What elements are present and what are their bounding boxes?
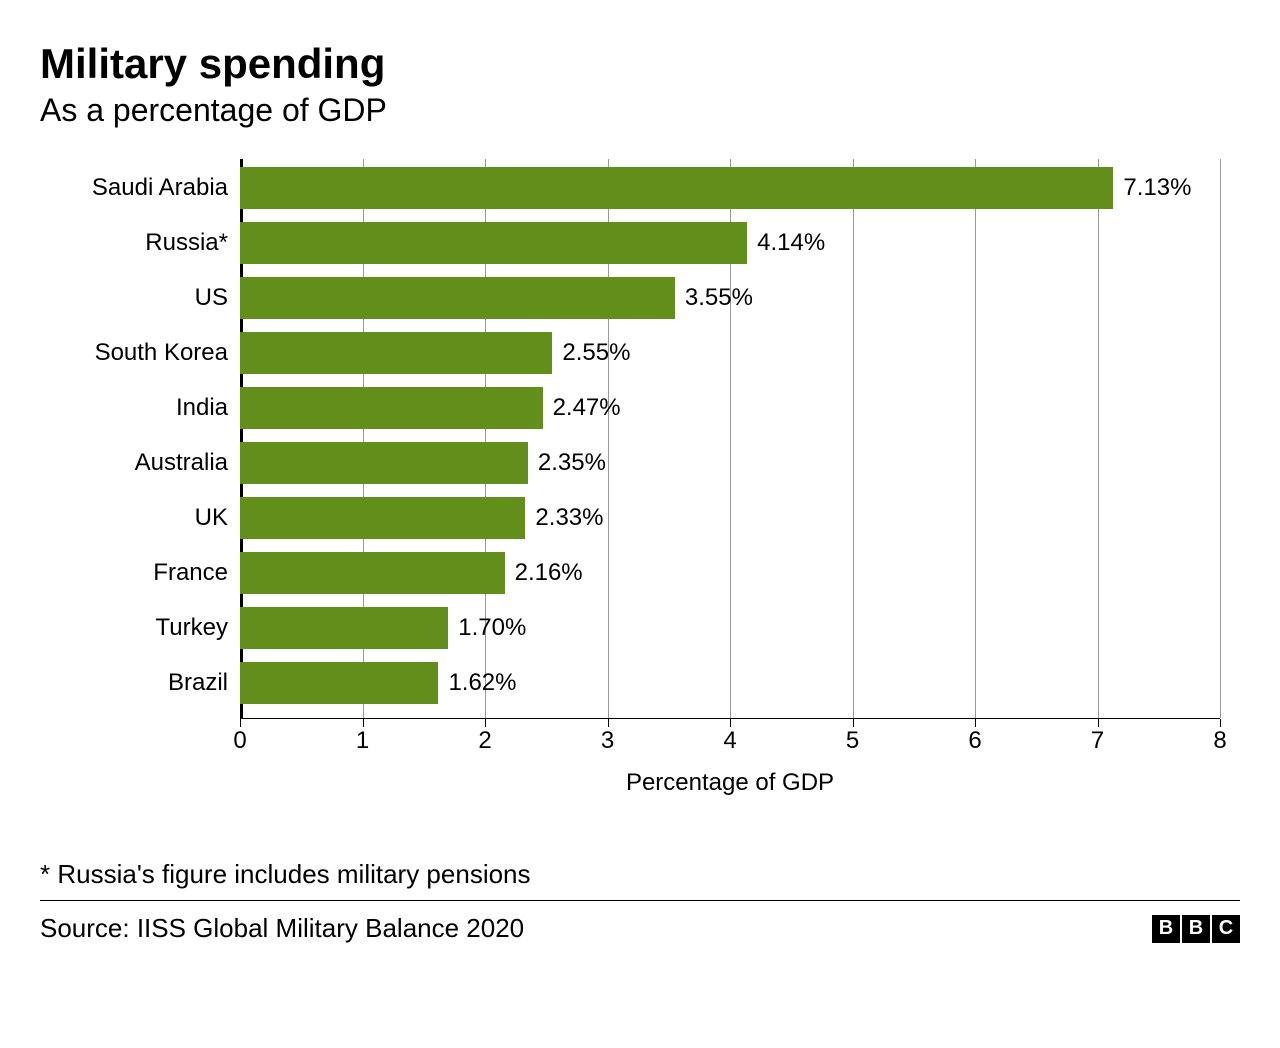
bbc-logo-block: B bbox=[1152, 915, 1180, 943]
x-tick-label: 7 bbox=[1091, 727, 1104, 755]
bar bbox=[240, 497, 525, 539]
gridline bbox=[1098, 159, 1099, 718]
x-tick-mark bbox=[485, 719, 486, 727]
bar-value-label: 7.13% bbox=[1113, 174, 1191, 202]
bar-category-label: US bbox=[40, 284, 240, 312]
chart-container: Military spending As a percentage of GDP… bbox=[40, 40, 1240, 944]
x-tick-mark bbox=[1220, 719, 1221, 727]
bar bbox=[240, 332, 552, 374]
footnote: * Russia's figure includes military pens… bbox=[40, 859, 1240, 901]
bar bbox=[240, 167, 1113, 209]
source-text: Source: IISS Global Military Balance 202… bbox=[40, 913, 524, 944]
x-tick-label: 2 bbox=[478, 727, 491, 755]
gridline bbox=[853, 159, 854, 718]
chart-subtitle: As a percentage of GDP bbox=[40, 92, 1240, 129]
x-tick-label: 1 bbox=[356, 727, 369, 755]
x-tick-mark bbox=[608, 719, 609, 727]
bar-category-label: Saudi Arabia bbox=[40, 174, 240, 202]
bar-value-label: 2.16% bbox=[505, 559, 583, 587]
bar-category-label: France bbox=[40, 559, 240, 587]
x-tick-mark bbox=[730, 719, 731, 727]
bar-category-label: Russia* bbox=[40, 229, 240, 257]
bar-category-label: India bbox=[40, 394, 240, 422]
bar-row: Australia2.35% bbox=[240, 442, 606, 484]
bar-category-label: Turkey bbox=[40, 614, 240, 642]
gridline bbox=[1220, 159, 1221, 718]
bar-row: South Korea2.55% bbox=[240, 332, 630, 374]
x-axis-label: Percentage of GDP bbox=[626, 769, 834, 797]
bar-value-label: 1.62% bbox=[438, 669, 516, 697]
x-tick-label: 4 bbox=[723, 727, 736, 755]
bar bbox=[240, 607, 448, 649]
bar-row: Turkey1.70% bbox=[240, 607, 526, 649]
plot-area: Saudi Arabia7.13% Russia*4.14% US3.55% Sout… bbox=[240, 159, 1220, 719]
x-tick-label: 3 bbox=[601, 727, 614, 755]
x-tick-mark bbox=[1098, 719, 1099, 727]
bar bbox=[240, 277, 675, 319]
bar bbox=[240, 387, 543, 429]
bar-category-label: Brazil bbox=[40, 669, 240, 697]
bar-row: France2.16% bbox=[240, 552, 583, 594]
bbc-logo-block: C bbox=[1212, 915, 1240, 943]
bar-category-label: South Korea bbox=[40, 339, 240, 367]
bar-row: Brazil1.62% bbox=[240, 662, 517, 704]
x-tick-label: 8 bbox=[1213, 727, 1226, 755]
x-tick-label: 6 bbox=[968, 727, 981, 755]
bar-value-label: 2.33% bbox=[525, 504, 603, 532]
x-tick-mark bbox=[240, 719, 241, 727]
chart-area: Saudi Arabia7.13% Russia*4.14% US3.55% Sout… bbox=[240, 159, 1220, 779]
gridline bbox=[975, 159, 976, 718]
x-tick-mark bbox=[975, 719, 976, 727]
bbc-logo-block: B bbox=[1182, 915, 1210, 943]
bar-row: Saudi Arabia7.13% bbox=[240, 167, 1191, 209]
bar-value-label: 4.14% bbox=[747, 229, 825, 257]
bar-row: Russia*4.14% bbox=[240, 222, 825, 264]
bar-value-label: 1.70% bbox=[448, 614, 526, 642]
bar bbox=[240, 662, 438, 704]
bar-category-label: Australia bbox=[40, 449, 240, 477]
bar bbox=[240, 552, 505, 594]
bar-value-label: 2.55% bbox=[552, 339, 630, 367]
bar bbox=[240, 222, 747, 264]
bar-value-label: 2.35% bbox=[528, 449, 606, 477]
bar-row: US3.55% bbox=[240, 277, 753, 319]
x-tick-mark bbox=[363, 719, 364, 727]
bar bbox=[240, 442, 528, 484]
x-tick-mark bbox=[853, 719, 854, 727]
bar-row: UK2.33% bbox=[240, 497, 603, 539]
source-row: Source: IISS Global Military Balance 202… bbox=[40, 913, 1240, 944]
bar-value-label: 2.47% bbox=[543, 394, 621, 422]
chart-title: Military spending bbox=[40, 40, 1240, 88]
bar-value-label: 3.55% bbox=[675, 284, 753, 312]
x-tick-label: 5 bbox=[846, 727, 859, 755]
bar-row: India2.47% bbox=[240, 387, 621, 429]
bar-category-label: UK bbox=[40, 504, 240, 532]
bbc-logo: B B C bbox=[1152, 915, 1240, 943]
x-tick-label: 0 bbox=[233, 727, 246, 755]
